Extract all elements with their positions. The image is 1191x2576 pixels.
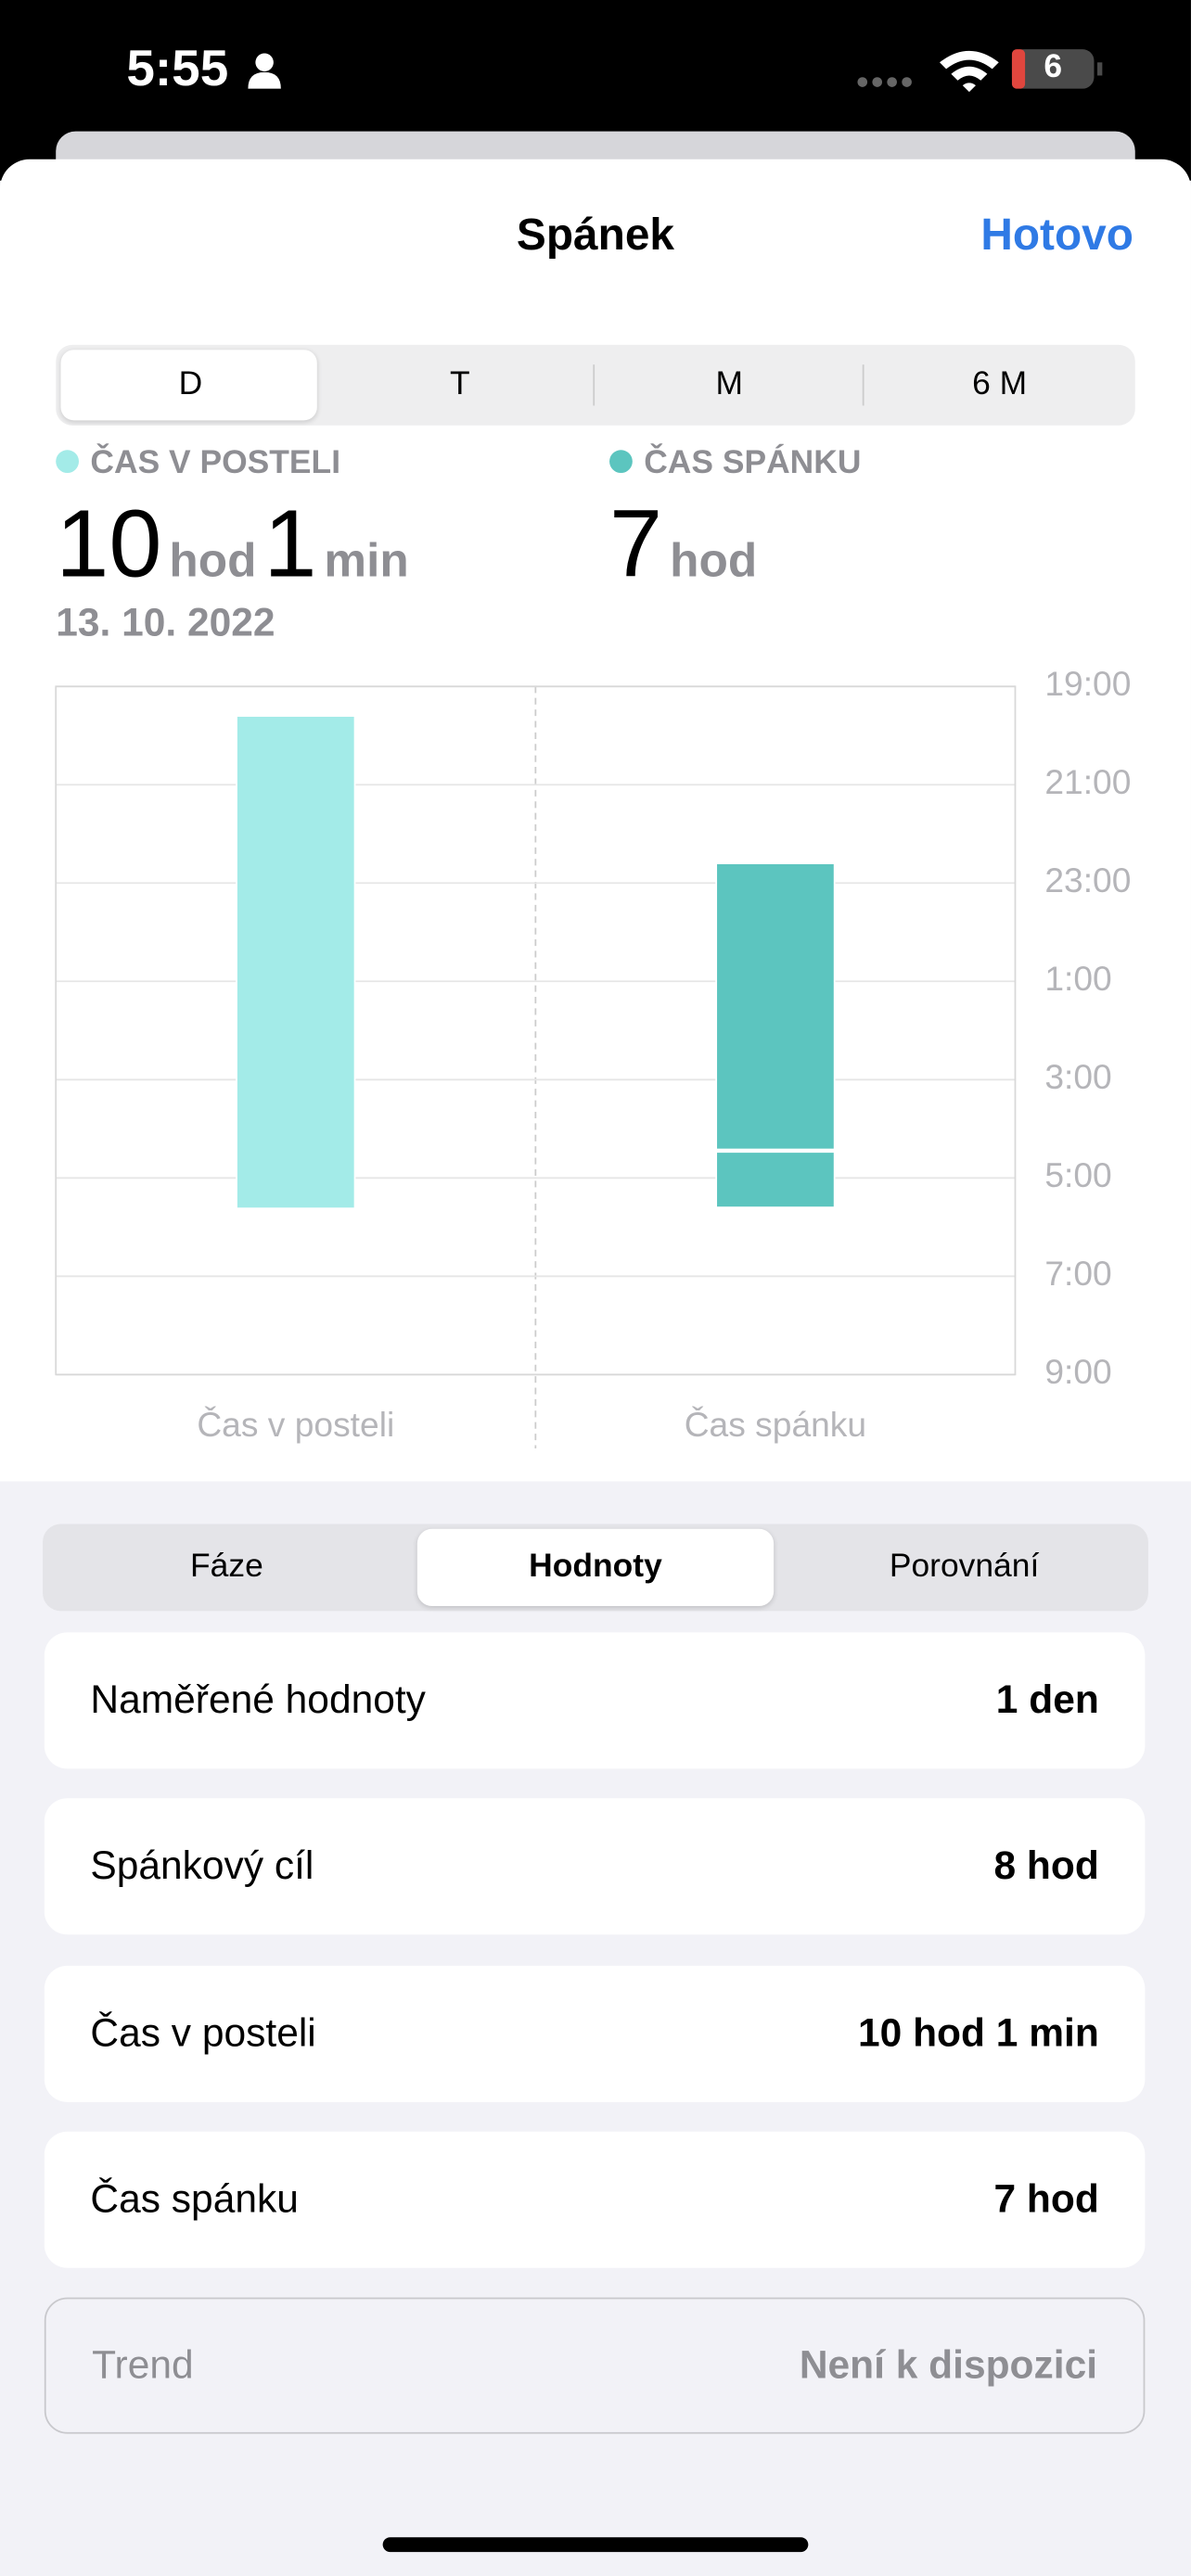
period-control: D T M 6 M: [56, 344, 1135, 426]
person-icon: [248, 53, 281, 89]
x-tick-label: Čas spánku: [685, 1405, 866, 1444]
period-tab[interactable]: D: [178, 365, 203, 402]
row-label: Spánkový cíl: [90, 1843, 314, 1889]
done-button[interactable]: Hotovo: [980, 210, 1133, 260]
value-row: Spánkový cíl 8 hod: [44, 1798, 1146, 1935]
range-bar: [715, 1151, 836, 1209]
number: 10: [56, 491, 162, 598]
value-row: Naměřené hodnoty 1 den: [44, 1632, 1146, 1769]
y-tick-label: 21:00: [1044, 762, 1131, 801]
trend-row: Trend Není k dispozici: [44, 2297, 1146, 2434]
y-tick-label: 19:00: [1044, 664, 1131, 703]
clock: 5:55: [126, 39, 229, 97]
value-row: Čas v posteli 10 hod 1 min: [44, 1965, 1146, 2102]
row-label: Čas v posteli: [90, 2011, 316, 2057]
row-value: 10 hod 1 min: [857, 2011, 1099, 2057]
row-label: Trend: [92, 2343, 194, 2389]
y-tick-label: 7:00: [1044, 1254, 1111, 1293]
date: 13. 10. 2022: [56, 601, 275, 646]
summary-value: 7 hod: [609, 490, 757, 600]
summary-label: ČAS SPÁNKU: [644, 444, 862, 481]
summary-label: ČAS V POSTELI: [90, 444, 341, 481]
x-tick-label: Čas v posteli: [197, 1405, 394, 1444]
row-label: Naměřené hodnoty: [90, 1677, 426, 1723]
y-tick-label: 9:00: [1044, 1352, 1111, 1391]
plot-border: [55, 685, 1017, 1376]
range-bar: [236, 715, 356, 1210]
selected-indicator: [60, 350, 317, 421]
y-tick-label: 3:00: [1044, 1057, 1111, 1096]
value-row: Čas spánku 7 hod: [44, 2131, 1146, 2268]
view-tab[interactable]: Fáze: [190, 1549, 263, 1586]
period-tab[interactable]: 6 M: [972, 365, 1028, 402]
unit: hod: [169, 535, 257, 589]
period-tab[interactable]: T: [450, 365, 470, 402]
row-value: 8 hod: [993, 1843, 1099, 1889]
view-control: Fáze Hodnoty Porovnání: [43, 1524, 1148, 1612]
y-tick-label: 5:00: [1044, 1155, 1111, 1194]
period-tab[interactable]: M: [715, 365, 744, 402]
unit: hod: [670, 535, 758, 589]
y-tick-label: 23:00: [1044, 861, 1131, 899]
chart: 19:00 21:00 23:00 1:00 3:00 5:00 7:00 9:00 Čas v…: [55, 664, 1131, 1449]
home-indicator: [382, 2537, 809, 2553]
view-tab[interactable]: Hodnoty: [529, 1549, 662, 1586]
row-value: 1 den: [995, 1677, 1099, 1723]
number: 1: [263, 491, 317, 598]
status-icons: [857, 49, 1103, 93]
row-label: Čas spánku: [90, 2177, 299, 2223]
range-bar: [715, 862, 836, 1151]
battery-level: 6: [1044, 49, 1063, 86]
y-tick-label: 1:00: [1044, 959, 1111, 998]
number: 7: [609, 491, 663, 598]
view-tab[interactable]: Porovnání: [889, 1549, 1040, 1586]
row-value: 7 hod: [993, 2177, 1099, 2223]
title: Spánek: [516, 210, 675, 260]
unit: min: [324, 535, 409, 589]
row-value: Není k dispozici: [799, 2343, 1098, 2389]
summary-value: 10 hod 1 min: [56, 490, 409, 600]
